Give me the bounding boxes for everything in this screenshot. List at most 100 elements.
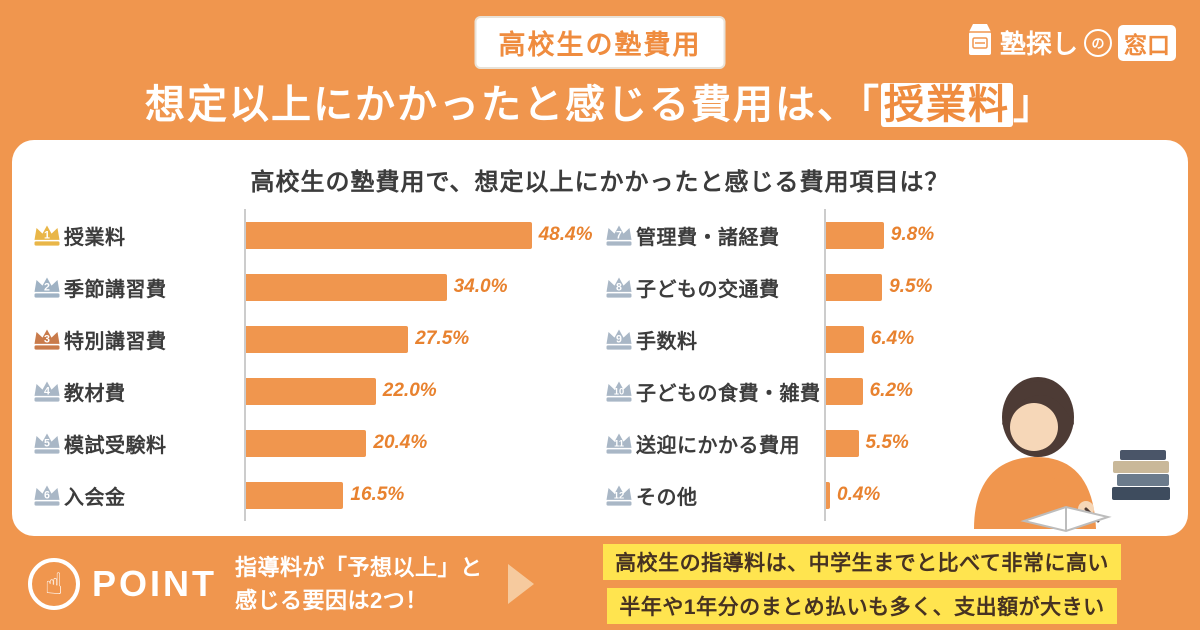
bar-label: 教材費 (64, 382, 126, 405)
bar-area: 22.0% (244, 365, 602, 417)
bar-value: 0.4% (837, 484, 881, 505)
bar-charts: 1 授業料 48.4% 2 季節講習費 34.0% 3 特別講習費 27.5% 4 教材費 22.0%… (12, 197, 1188, 521)
highlight-line: 半年や1年分のまとめ払いも多く、支出額が大きい (607, 588, 1117, 624)
bar (826, 429, 859, 457)
bar-area: 6.4% (824, 313, 1170, 365)
pointing-hand-icon: ☝ (28, 558, 80, 610)
milk-carton-icon (962, 20, 994, 65)
svg-text:10: 10 (614, 386, 624, 396)
bar-row: 5 模試受験料 20.4% (30, 417, 602, 469)
bar-area: 0.4% (824, 469, 1170, 521)
bar-row: 1 授業料 48.4% (30, 209, 602, 261)
point-label-group: ☝ POINT (28, 558, 217, 610)
site-logo: 塾探し の 窓口 (962, 20, 1176, 65)
bar-label: 季節講習費 (64, 278, 167, 301)
svg-text:6: 6 (44, 489, 50, 501)
bar-chart-right: 7 管理費・諸経費 9.8% 8 子どもの交通費 9.5% 9 手数料 6.4% 10 子どもの食費… (602, 209, 1170, 521)
bar-row: 2 季節講習費 34.0% (30, 261, 602, 313)
bar-value: 6.2% (869, 380, 913, 401)
bar (826, 481, 830, 509)
point-label: POINT (92, 563, 218, 604)
bar-value: 6.4% (870, 328, 915, 349)
bar-value: 22.0% (382, 380, 437, 401)
bar-label: 入会金 (64, 486, 126, 509)
bar-row: 7 管理費・諸経費 9.8% (602, 209, 1170, 261)
illustration-woman-writing (974, 377, 1170, 533)
bar (246, 429, 367, 457)
bar (826, 221, 884, 249)
bar-label: 手数料 (636, 330, 698, 353)
heading-prefix: 想定以上にかかったと感じる費用は、 (145, 83, 859, 127)
bar-label: 特別講習費 (64, 330, 167, 353)
rank-crown-icon: 4 (30, 378, 64, 405)
bar (826, 325, 864, 353)
rank-crown-icon: 10 (602, 378, 636, 405)
bar-row: 11 送迎にかかる費用 5.5% (602, 417, 1170, 469)
bar-value: 5.5% (865, 432, 909, 453)
bar-label: 送迎にかかる費用 (636, 434, 800, 457)
svg-text:9: 9 (616, 333, 622, 345)
bar-value: 9.8% (890, 224, 935, 245)
bar-area: 9.8% (824, 209, 1170, 261)
svg-text:2: 2 (44, 281, 50, 293)
logo-text-no: の (1084, 28, 1112, 57)
chart-card: 高校生の塾費用で、想定以上にかかったと感じる費用項目は？ 1 授業料 48.4% 2 季… (12, 140, 1188, 536)
bar-label: その他 (636, 486, 698, 509)
bar-area: 20.4% (244, 417, 602, 469)
bar (246, 273, 447, 301)
logo-text-box: 窓口 (1118, 24, 1176, 61)
bar-value: 16.5% (350, 484, 405, 505)
rank-crown-icon: 11 (602, 430, 636, 457)
rank-crown-icon: 1 (30, 222, 64, 249)
bar-value: 20.4% (373, 432, 428, 453)
rank-crown-icon: 3 (30, 326, 64, 353)
bar (826, 377, 863, 405)
bar-row: 12 その他 0.4% (602, 469, 1170, 521)
highlight-line: 高校生の指導料は、中学生までと比べて非常に高い (603, 544, 1121, 580)
rank-crown-icon: 8 (602, 274, 636, 301)
bar-value: 27.5% (415, 328, 470, 349)
bar-chart-left: 1 授業料 48.4% 2 季節講習費 34.0% 3 特別講習費 27.5% 4 教材費 22.0%… (30, 209, 602, 521)
bar-value: 9.5% (889, 276, 933, 297)
point-lead-text: 指導料が「予想以上」と 感じる要因は2つ！ (235, 551, 490, 617)
svg-text:11: 11 (614, 438, 624, 448)
svg-text:1: 1 (44, 229, 50, 241)
bar-row: 3 特別講習費 27.5% (30, 313, 602, 365)
bar-area: 9.5% (824, 261, 1170, 313)
bar (246, 325, 409, 353)
svg-text:4: 4 (44, 385, 50, 397)
rank-crown-icon: 7 (602, 222, 636, 249)
point-lead-line1: 指導料が「予想以上」と (235, 555, 483, 580)
rank-crown-icon: 5 (30, 430, 64, 457)
bar-label: 子どもの交通費 (636, 278, 780, 301)
rank-crown-icon: 6 (30, 482, 64, 509)
bar-label: 子どもの食費・雑費 (636, 382, 821, 405)
bar-label: 管理費・諸経費 (636, 226, 780, 249)
bar-value: 48.4% (538, 224, 593, 245)
bar (246, 481, 344, 509)
bar-row: 8 子どもの交通費 9.5% (602, 261, 1170, 313)
bar (826, 273, 883, 301)
bar-label: 模試受験料 (64, 434, 167, 457)
bar-area: 48.4% (244, 209, 602, 261)
bar-area: 6.2% (824, 365, 1170, 417)
svg-text:8: 8 (616, 281, 622, 293)
svg-text:3: 3 (44, 333, 50, 345)
bar-area: 34.0% (244, 261, 602, 313)
point-highlights: 高校生の指導料は、中学生までと比べて非常に高い 半年や1年分のまとめ払いも多く、… (552, 544, 1172, 624)
bar (246, 221, 532, 249)
rank-crown-icon: 2 (30, 274, 64, 301)
point-section: ☝ POINT 指導料が「予想以上」と 感じる要因は2つ！ 高校生の指導料は、中… (0, 544, 1200, 624)
bar-row: 9 手数料 6.4% (602, 313, 1170, 365)
heading-bracket-close: 」 (1013, 83, 1055, 127)
bar-area: 5.5% (824, 417, 1170, 469)
main-heading: 想定以上にかかったと感じる費用は、「授業料」 (0, 72, 1200, 130)
bar-row: 6 入会金 16.5% (30, 469, 602, 521)
bar-area: 16.5% (244, 469, 602, 521)
title-badge: 高校生の塾費用 (474, 16, 726, 69)
svg-text:12: 12 (614, 490, 624, 500)
bar-row: 10 子どもの食費・雑費 6.2% (602, 365, 1170, 417)
rank-crown-icon: 9 (602, 326, 636, 353)
bar-label: 授業料 (64, 226, 126, 249)
heading-bracket-open: 「 (859, 83, 881, 127)
